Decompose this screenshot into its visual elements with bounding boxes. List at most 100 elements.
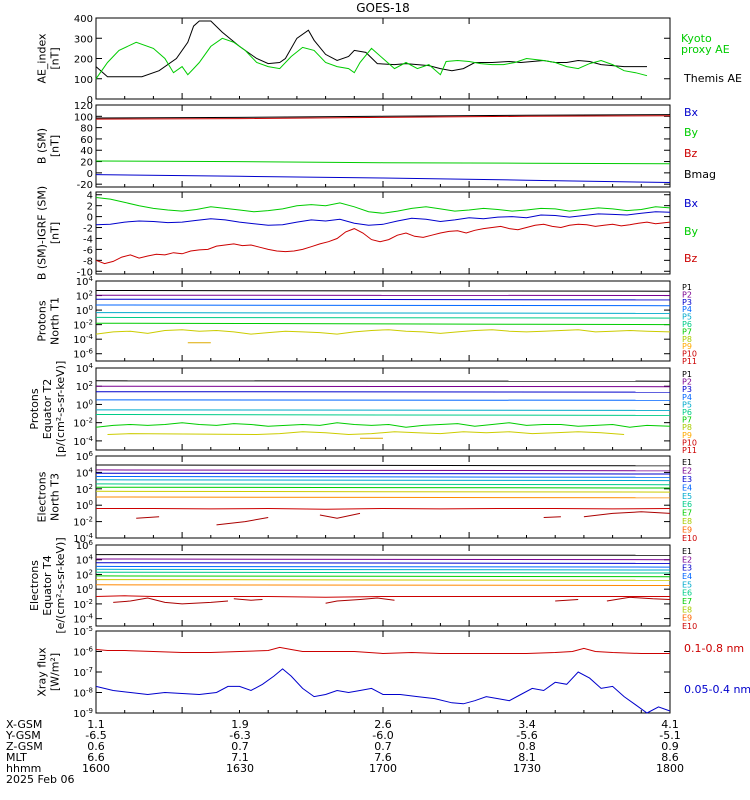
legend-entry: Bx <box>684 106 699 119</box>
legend-entry: P6 <box>682 408 692 417</box>
y-tick-label: 10-2 <box>73 319 93 332</box>
series-line <box>95 464 671 467</box>
legend-entry: P5 <box>682 313 692 322</box>
series-line <box>606 596 671 602</box>
y-axis-label: B (SM) <box>36 128 49 164</box>
y-tick-label: 100 <box>76 499 93 512</box>
y-axis-label: Equator T2 <box>41 379 54 439</box>
y-tick-label: 10-2 <box>73 417 93 430</box>
x-axis-row-label: MLT <box>6 751 27 764</box>
legend-entry: P1 <box>682 283 692 292</box>
y-tick-label: 106 <box>76 539 94 552</box>
y-tick-label: 0 <box>87 213 93 224</box>
series-line <box>325 597 395 604</box>
series-line <box>95 472 671 475</box>
x-axis-value: 7.1 <box>231 751 249 764</box>
legend-entry: P3 <box>682 298 692 307</box>
y-axis-label: Equator T4 <box>41 555 54 615</box>
y-tick-label: 20 <box>80 158 93 169</box>
y-tick-label: 120 <box>74 101 93 112</box>
y-tick-label: 102 <box>76 290 93 303</box>
legend-entry: P11 <box>682 357 697 366</box>
x-axis-row-label: Z-GSM <box>6 740 43 753</box>
series-line <box>95 385 671 388</box>
x-axis-value: 6.6 <box>87 751 105 764</box>
y-tick-label: -2 <box>83 224 93 235</box>
panel-frame <box>95 630 671 714</box>
series-line <box>95 562 671 564</box>
x-axis-table: X-GSM 1.1 1.9 2.6 3.4 4.1 Y-GSM -6.5 -6.3 -6.0 -5.… <box>5 718 684 786</box>
series-line <box>95 483 671 486</box>
x-axis-value: 1800 <box>656 762 684 775</box>
series-line <box>95 414 671 416</box>
series-line <box>95 37 648 80</box>
series-line <box>95 20 647 78</box>
y-tick-label: -4 <box>83 234 93 245</box>
series-line <box>95 486 671 489</box>
legend-entry: E9 <box>682 614 692 623</box>
y-tick-label: 0 <box>87 95 93 106</box>
y-axis-label: [nT] <box>49 135 62 157</box>
y-tick-label: 4 <box>87 191 93 202</box>
legend-entry: E8 <box>682 517 692 526</box>
x-axis-value: 7.6 <box>374 751 392 764</box>
series-line <box>95 114 671 119</box>
series-line <box>95 584 671 586</box>
series-line <box>95 290 671 292</box>
x-axis-value: 0.9 <box>661 740 679 753</box>
y-tick-label: 40 <box>80 146 93 157</box>
y-axis-label: [p/(cm²-s-sr-keV)] <box>54 361 67 458</box>
y-tick-label: 102 <box>76 380 93 393</box>
series-line <box>95 571 671 574</box>
x-axis-date: 2025 Feb 06 <box>6 773 74 786</box>
series-line <box>107 431 625 436</box>
x-axis-value: 0.8 <box>518 740 536 753</box>
legend-entry: E3 <box>682 564 692 573</box>
panel-pe: 10-4 10-2 100 102 104 Protons Equator T2 [p/(cm… <box>28 361 697 458</box>
series-line <box>95 646 670 655</box>
y-tick-label: 104 <box>76 275 94 288</box>
y-axis-label: Xray flux <box>36 647 49 697</box>
y-axis-label: AE_index <box>36 33 49 84</box>
legend-entry: Bx <box>684 197 699 210</box>
y-tick-label: 2 <box>87 202 93 213</box>
legend-entry: 0.1-0.8 nm <box>684 642 744 655</box>
panel-frame <box>95 280 671 362</box>
legend-entry: P10 <box>682 438 697 447</box>
y-tick-label: 100 <box>76 304 93 317</box>
legend-entry: P6 <box>682 320 692 329</box>
legend-entry: By <box>684 126 699 139</box>
x-axis-row-label: hhmm <box>6 762 41 775</box>
legend-entry: E7 <box>682 597 692 606</box>
y-axis-label: [nT] <box>49 222 62 244</box>
x-axis-value: 0.6 <box>87 740 105 753</box>
legend-entry: P1 <box>682 370 692 379</box>
legend-entry: E6 <box>682 500 692 509</box>
x-axis-value: -6.5 <box>85 729 106 742</box>
legend-entry: P2 <box>682 378 692 387</box>
y-tick-label: 10-4 <box>73 613 93 626</box>
y-tick-label: 104 <box>76 362 94 375</box>
y-axis-label: [e/(cm²-s-sr-keV)] <box>54 537 67 633</box>
legend-entry: proxy AE <box>681 43 730 56</box>
series-line <box>95 490 671 493</box>
series-line <box>216 517 269 526</box>
legend-entry: E10 <box>682 534 697 543</box>
series-line <box>95 329 671 335</box>
y-tick-label: 0 <box>87 169 93 180</box>
series-line <box>95 668 671 714</box>
series-line <box>95 579 671 581</box>
legend-entry: E5 <box>682 492 692 501</box>
series-line <box>95 160 671 165</box>
y-tick-label: 10-4 <box>73 435 93 448</box>
series-line <box>95 558 671 561</box>
series-line <box>136 516 160 519</box>
legend-entry: E1 <box>682 458 692 467</box>
legend-entry: P8 <box>682 335 692 344</box>
y-axis-label: Protons <box>28 388 41 429</box>
y-axis-label: B (SM)-IGRF (SM) <box>36 186 49 280</box>
legend-entry: E10 <box>682 622 697 631</box>
